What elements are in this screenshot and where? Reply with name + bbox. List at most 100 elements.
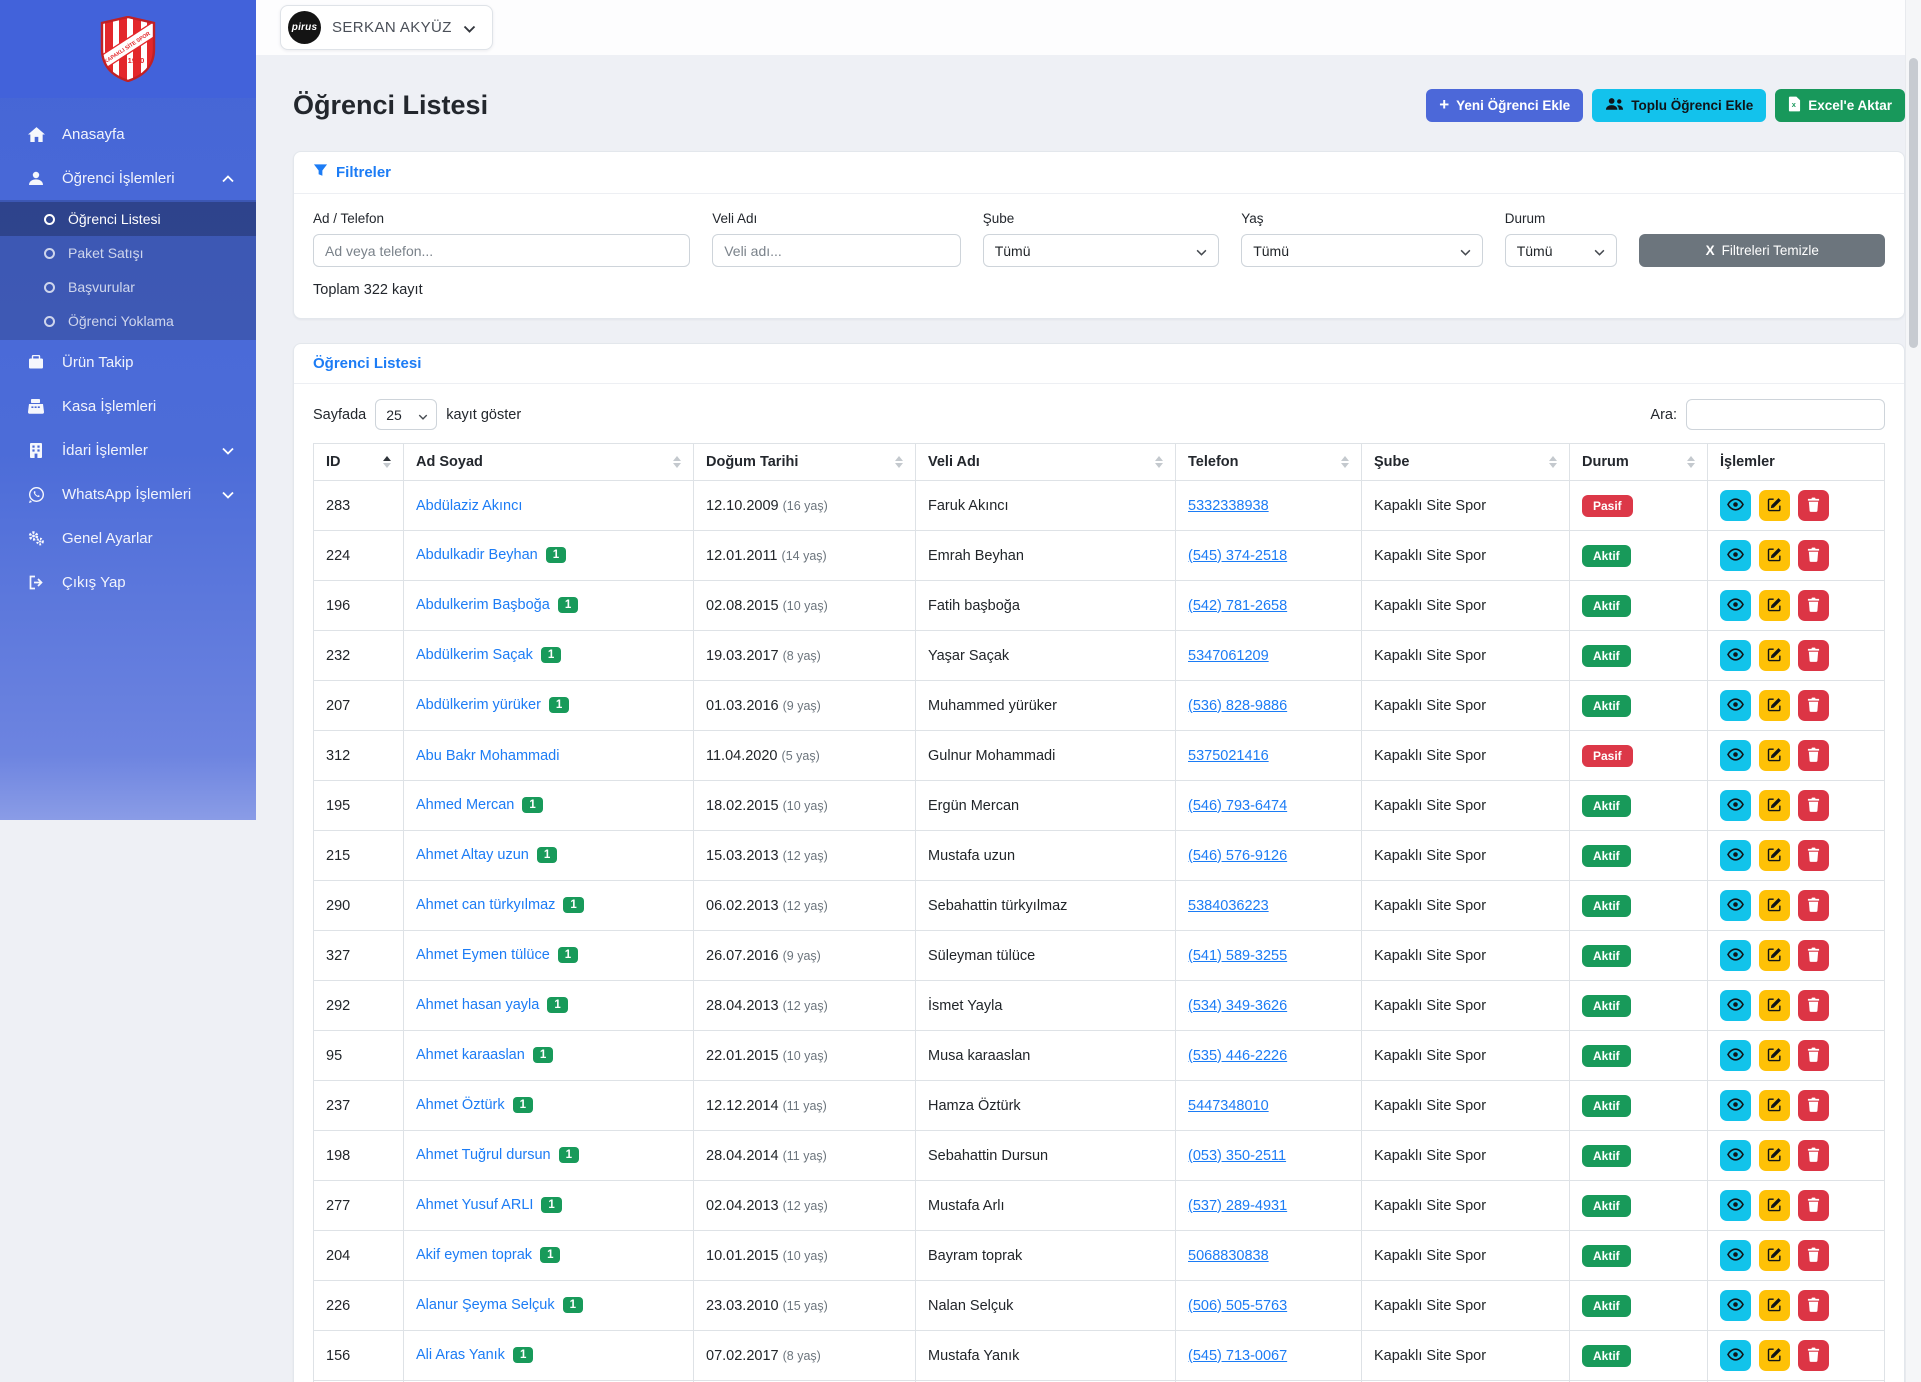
sidebar-item-genel-ayarlar[interactable]: Genel Ayarlar (0, 516, 256, 560)
phone-link[interactable]: (545) 713-0067 (1188, 1347, 1288, 1364)
delete-student-button[interactable] (1798, 490, 1829, 521)
delete-student-button[interactable] (1798, 990, 1829, 1021)
view-student-button[interactable] (1720, 540, 1751, 571)
delete-student-button[interactable] (1798, 1040, 1829, 1071)
add-student-button[interactable]: + Yeni Öğrenci Ekle (1426, 88, 1584, 122)
edit-student-button[interactable] (1759, 1090, 1790, 1121)
sidebar-item-kasa-islemleri[interactable]: Kasa İşlemleri (0, 384, 256, 428)
view-student-button[interactable] (1720, 840, 1751, 871)
student-name-link[interactable]: Ahmet Altay uzun (416, 847, 529, 863)
student-name-link[interactable]: Abdülkerim Saçak (416, 647, 533, 663)
edit-student-button[interactable] (1759, 1240, 1790, 1271)
edit-student-button[interactable] (1759, 1190, 1790, 1221)
view-student-button[interactable] (1720, 1290, 1751, 1321)
page-scrollbar[interactable] (1905, 0, 1921, 1382)
edit-student-button[interactable] (1759, 890, 1790, 921)
view-student-button[interactable] (1720, 1190, 1751, 1221)
edit-student-button[interactable] (1759, 990, 1790, 1021)
scrollbar-thumb[interactable] (1909, 58, 1918, 348)
edit-student-button[interactable] (1759, 540, 1790, 571)
delete-student-button[interactable] (1798, 1140, 1829, 1171)
edit-student-button[interactable] (1759, 690, 1790, 721)
delete-student-button[interactable] (1798, 940, 1829, 971)
delete-student-button[interactable] (1798, 1290, 1829, 1321)
phone-link[interactable]: (534) 349-3626 (1188, 997, 1288, 1014)
branch-filter-select[interactable]: Tümü (982, 234, 1220, 267)
edit-student-button[interactable] (1759, 640, 1790, 671)
phone-link[interactable]: 5384036223 (1188, 897, 1269, 914)
sidebar-item-idari-islemler[interactable]: İdari İşlemler (0, 428, 256, 472)
student-name-link[interactable]: Ahmet Tuğrul dursun (416, 1147, 551, 1163)
delete-student-button[interactable] (1798, 790, 1829, 821)
edit-student-button[interactable] (1759, 1340, 1790, 1371)
sidebar-item-ogrenci-yoklama[interactable]: Öğrenci Yoklama (0, 304, 256, 338)
sidebar-item-basvurular[interactable]: Başvurular (0, 270, 256, 304)
view-student-button[interactable] (1720, 1090, 1751, 1121)
phone-link[interactable]: 5347061209 (1188, 647, 1269, 664)
student-name-link[interactable]: Ali Aras Yanık (416, 1347, 505, 1363)
phone-link[interactable]: 5375021416 (1188, 747, 1269, 764)
export-excel-button[interactable]: x Excel'e Aktar (1775, 88, 1905, 122)
bulk-add-students-button[interactable]: Toplu Öğrenci Ekle (1592, 88, 1767, 122)
phone-link[interactable]: 5068830838 (1188, 1247, 1269, 1264)
delete-student-button[interactable] (1798, 1190, 1829, 1221)
page-size-select[interactable]: 25 (375, 399, 438, 430)
student-name-link[interactable]: Ahmet Öztürk (416, 1097, 505, 1113)
phone-link[interactable]: 5332338938 (1188, 497, 1269, 514)
delete-student-button[interactable] (1798, 1240, 1829, 1271)
edit-student-button[interactable] (1759, 840, 1790, 871)
delete-student-button[interactable] (1798, 890, 1829, 921)
view-student-button[interactable] (1720, 490, 1751, 521)
delete-student-button[interactable] (1798, 740, 1829, 771)
student-name-link[interactable]: Akif eymen toprak (416, 1247, 533, 1263)
edit-student-button[interactable] (1759, 590, 1790, 621)
phone-link[interactable]: (053) 350-2511 (1188, 1147, 1287, 1164)
edit-student-button[interactable] (1759, 740, 1790, 771)
student-name-link[interactable]: Ahmet karaaslan (416, 1047, 525, 1063)
edit-student-button[interactable] (1759, 1140, 1790, 1171)
view-student-button[interactable] (1720, 1340, 1751, 1371)
view-student-button[interactable] (1720, 1240, 1751, 1271)
edit-student-button[interactable] (1759, 790, 1790, 821)
edit-student-button[interactable] (1759, 940, 1790, 971)
sidebar-item-urun-takip[interactable]: Ürün Takip (0, 340, 256, 384)
phone-link[interactable]: (537) 289-4931 (1188, 1197, 1288, 1214)
student-name-link[interactable]: Abdulkadir Beyhan (416, 547, 538, 563)
phone-link[interactable]: (546) 576-9126 (1188, 847, 1288, 864)
column-header-3[interactable]: Veli Adı (915, 443, 1176, 481)
phone-link[interactable]: (506) 505-5763 (1188, 1297, 1288, 1314)
edit-student-button[interactable] (1759, 1290, 1790, 1321)
phone-link[interactable]: (546) 793-6474 (1188, 797, 1288, 814)
view-student-button[interactable] (1720, 590, 1751, 621)
column-header-6[interactable]: Durum (1569, 443, 1708, 481)
sidebar-item-ogrenci-listesi[interactable]: Öğrenci Listesi (0, 202, 256, 236)
column-header-5[interactable]: Şube (1361, 443, 1570, 481)
view-student-button[interactable] (1720, 740, 1751, 771)
view-student-button[interactable] (1720, 990, 1751, 1021)
delete-student-button[interactable] (1798, 540, 1829, 571)
phone-link[interactable]: (536) 828-9886 (1188, 697, 1288, 714)
delete-student-button[interactable] (1798, 1340, 1829, 1371)
student-name-link[interactable]: Ahmet Yusuf ARLI (416, 1197, 534, 1213)
student-name-link[interactable]: Ahmet hasan yayla (416, 997, 540, 1013)
student-name-link[interactable]: Abdülaziz Akıncı (416, 497, 523, 514)
edit-student-button[interactable] (1759, 490, 1790, 521)
student-name-link[interactable]: Abdulkerim Başboğa (416, 597, 550, 613)
age-filter-select[interactable]: Tümü (1241, 234, 1483, 267)
view-student-button[interactable] (1720, 640, 1751, 671)
delete-student-button[interactable] (1798, 590, 1829, 621)
phone-link[interactable]: 5447348010 (1188, 1097, 1269, 1114)
view-student-button[interactable] (1720, 940, 1751, 971)
student-name-link[interactable]: Abu Bakr Mohammadi (416, 747, 560, 764)
view-student-button[interactable] (1720, 1040, 1751, 1071)
table-search-input[interactable] (1686, 399, 1885, 430)
clear-filters-button[interactable]: X Filtreleri Temizle (1639, 234, 1886, 267)
sidebar-item-anasayfa[interactable]: Anasayfa (0, 112, 256, 156)
column-header-1[interactable]: Ad Soyad (403, 443, 694, 481)
user-menu-button[interactable]: pirus SERKAN AKYÜZ (280, 5, 493, 50)
phone-link[interactable]: (545) 374-2518 (1188, 547, 1288, 564)
view-student-button[interactable] (1720, 790, 1751, 821)
sidebar-item-whatsapp-islemleri[interactable]: WhatsApp İşlemleri (0, 472, 256, 516)
sidebar-item-paket-satisi[interactable]: Paket Satışı (0, 236, 256, 270)
view-student-button[interactable] (1720, 890, 1751, 921)
